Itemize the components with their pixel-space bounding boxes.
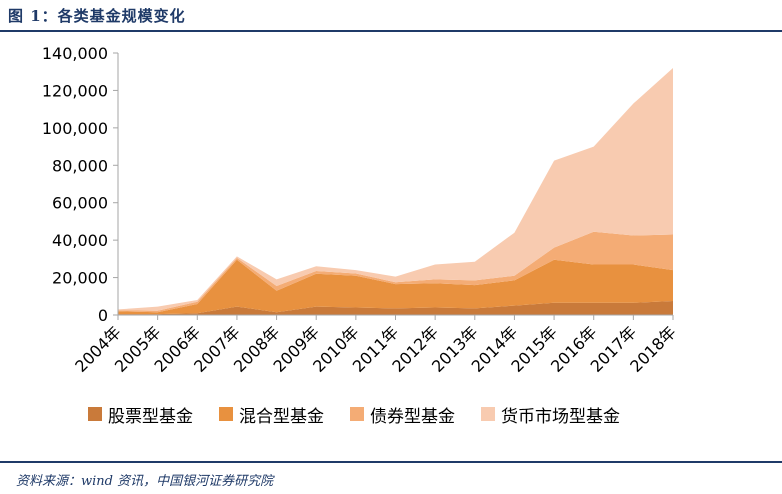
header-rule (0, 30, 782, 32)
legend-item-3: 债券型基金 (350, 402, 455, 427)
legend-swatch (219, 407, 233, 421)
chart-legend: 股票型基金 混合型基金 债券型基金 货币市场型基金 (88, 400, 646, 428)
stacked-area-chart: 0 20,000 40,000 60,000 80,000 100,000 120,000 1… (42, 44, 680, 376)
figure-header: 图 1：各类基金规模变化 (0, 0, 782, 34)
y-tick-label: 120,000 (42, 81, 108, 100)
legend-label: 混合型基金 (239, 406, 324, 427)
legend-swatch (350, 407, 364, 421)
area-series-2 (118, 259, 673, 315)
source-note: 资料来源：wind 资讯，中国银河证券研究院 (16, 474, 274, 489)
legend-swatch (481, 407, 495, 421)
legend-swatch (88, 407, 102, 421)
legend-item-4: 货币市场型基金 (481, 402, 620, 427)
figure-title: 图 1：各类基金规模变化 (8, 7, 186, 25)
legend-label: 股票型基金 (108, 406, 193, 427)
y-tick-label: 0 (98, 306, 108, 325)
y-tick-label: 40,000 (52, 231, 108, 250)
area-layers (118, 68, 673, 315)
y-tick-label: 140,000 (42, 44, 108, 63)
y-tick-label: 80,000 (52, 156, 108, 175)
area-series-4 (118, 68, 673, 311)
y-tick-label: 60,000 (52, 194, 108, 213)
y-tick-label: 100,000 (42, 119, 108, 138)
area-series-3 (118, 231, 673, 313)
area-series-1 (118, 301, 673, 315)
y-tick-label: 20,000 (52, 269, 108, 288)
legend-label: 货币市场型基金 (501, 406, 620, 427)
legend-item-1: 股票型基金 (88, 402, 193, 427)
legend-label: 债券型基金 (370, 406, 455, 427)
footer-rule (0, 461, 782, 463)
legend-item-2: 混合型基金 (219, 402, 324, 427)
